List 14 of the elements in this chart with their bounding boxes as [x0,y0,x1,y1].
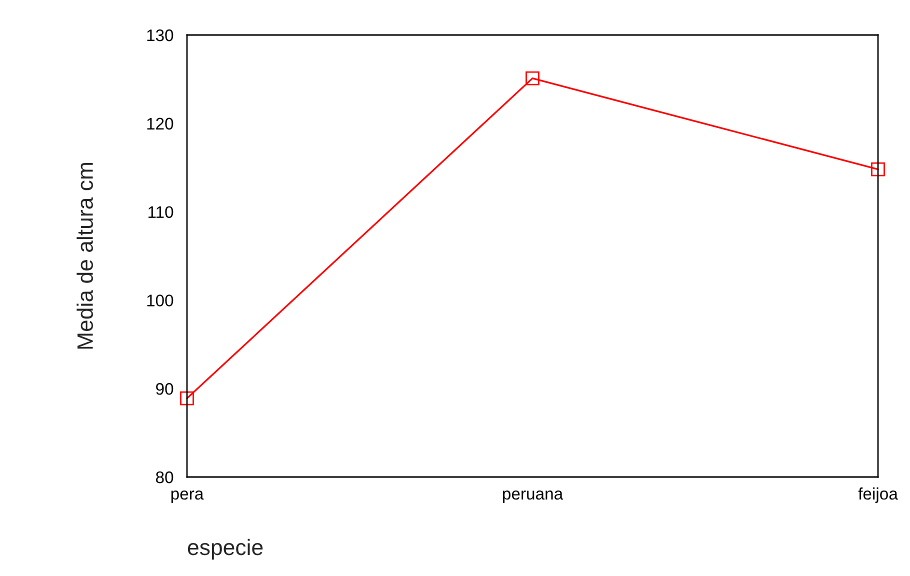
point [180,391,194,406]
y-tick-label: 120 [147,118,174,130]
y-tick-label: 80 [156,471,174,484]
point [871,162,885,176]
y-tick-label: 130 [147,29,174,42]
x-tick-label: pera [171,490,204,503]
y-tick-label: 90 [156,383,174,395]
point [526,71,540,86]
x-axis-title: especie [188,538,263,560]
x-tick-label: peruana [502,490,564,503]
y-tick-label: 100 [147,294,174,306]
y-axis-title: Media de altura cm [76,162,93,349]
x-tick-label: feijoa [858,487,898,503]
y-tick-label: 110 [148,206,174,218]
